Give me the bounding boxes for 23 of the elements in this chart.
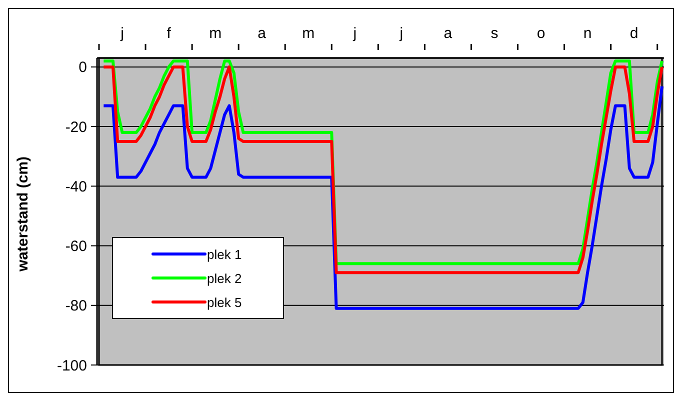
legend-label: plek 1 (207, 246, 242, 262)
line-series (102, 84, 664, 310)
x-tick-label: d (630, 25, 638, 42)
y-tick-label: 0 (78, 59, 87, 76)
y-tick-label: -100 (56, 357, 87, 374)
legend-label: plek 5 (207, 294, 242, 310)
x-tick-label: m (209, 25, 222, 42)
y-axis-title: waterstand (cm) (14, 156, 32, 272)
x-tick-label: j (352, 25, 357, 42)
y-tick-label: -80 (65, 298, 87, 315)
y-tick-label: -40 (65, 178, 87, 196)
x-tick-label: a (258, 25, 267, 42)
x-tick-label: m (302, 25, 315, 42)
x-tick-label: j (120, 25, 124, 42)
x-tick-label: j (398, 25, 404, 42)
y-tick-label: -60 (65, 238, 87, 256)
x-tick-label: n (583, 25, 592, 42)
x-tick-label: a (444, 25, 453, 42)
x-tick-label: f (166, 25, 172, 42)
x-tick-label: s (490, 25, 498, 42)
legend-label: plek 2 (207, 270, 242, 286)
y-tick-label: -20 (65, 118, 87, 136)
x-tick-label: o (536, 25, 546, 42)
